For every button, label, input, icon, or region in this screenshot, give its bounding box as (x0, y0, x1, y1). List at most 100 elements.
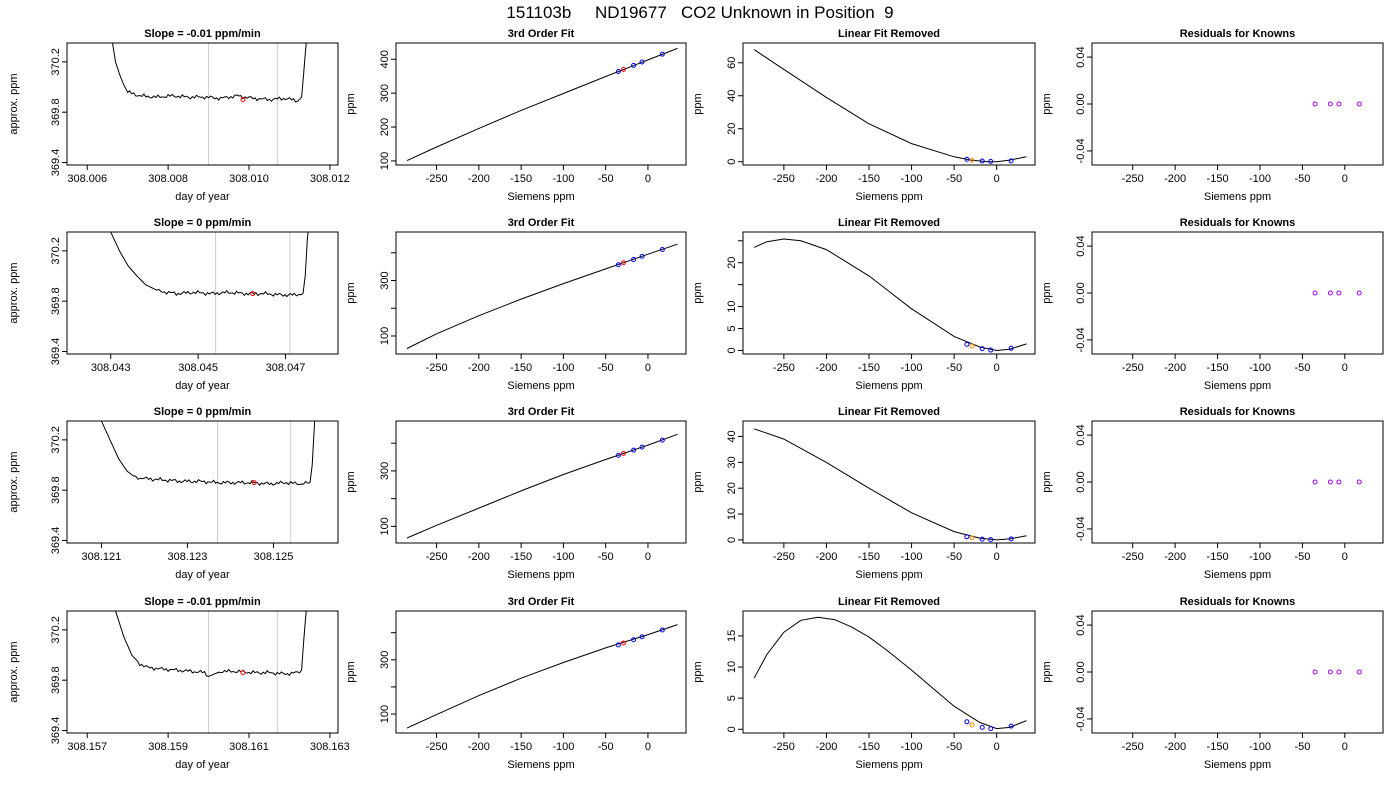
x-tick-label: -50 (946, 551, 962, 563)
known-point (659, 246, 665, 252)
x-tick-label: -150 (858, 362, 880, 374)
x-tick-label: 0 (645, 362, 651, 374)
y-tick-label: 0.00 (1075, 93, 1087, 114)
x-tick-label: 0 (1342, 741, 1348, 753)
x-axis-label: Siemens ppm (507, 380, 574, 392)
x-tick-label: -250 (426, 741, 448, 753)
series-line (406, 243, 678, 349)
residual-point (1312, 290, 1318, 296)
x-tick-label: -200 (815, 741, 837, 753)
y-tick-label: 40 (726, 90, 738, 102)
known-point (659, 437, 665, 443)
chart-title: 3rd Order Fit (508, 28, 575, 40)
residual-point (1356, 101, 1362, 107)
y-axis-label: ppm (345, 93, 357, 114)
known-point (988, 158, 994, 164)
x-tick-label: -200 (468, 551, 490, 563)
x-tick-label: -100 (552, 741, 574, 753)
x-tick-label: -200 (815, 362, 837, 374)
y-tick-label: 100 (379, 705, 391, 723)
series-line (406, 624, 678, 729)
x-tick-label: 308.163 (310, 741, 350, 753)
x-axis-label: Siemens ppm (507, 569, 574, 581)
x-axis-label: Siemens ppm (507, 191, 574, 203)
plot-frame (742, 231, 1036, 355)
y-tick-label: 5 (726, 695, 738, 701)
known-point (964, 341, 970, 347)
series-line (753, 49, 1027, 163)
x-tick-label: -50 (598, 362, 614, 374)
series-line (406, 433, 678, 539)
x-tick-label: -100 (552, 551, 574, 563)
x-tick-label: -150 (510, 362, 532, 374)
plot-frame (395, 420, 687, 544)
x-tick-label: -150 (1207, 551, 1229, 563)
known-point (988, 537, 994, 543)
plot-frame (742, 420, 1036, 544)
chart-title: Residuals for Knowns (1180, 28, 1296, 40)
x-tick-label: -250 (773, 362, 795, 374)
plot-area (406, 433, 678, 539)
x-tick-label: 308.161 (229, 741, 269, 753)
x-tick-label: -150 (1207, 741, 1229, 753)
residual-point (1356, 669, 1362, 675)
x-tick-label: 0 (994, 173, 1000, 185)
x-tick-label: 308.010 (229, 173, 269, 185)
y-axis-label: ppm (692, 282, 704, 303)
known-point (631, 637, 637, 643)
plot-area (114, 611, 307, 677)
known-point (979, 346, 985, 352)
series-line (753, 616, 1027, 730)
x-tick-label: 0 (645, 551, 651, 563)
y-tick-label: 370.2 (50, 237, 62, 265)
chart-title: Linear Fit Removed (838, 28, 940, 40)
x-tick-label: -50 (598, 173, 614, 185)
plot-frame (1091, 420, 1384, 544)
x-tick-label: -200 (1164, 173, 1186, 185)
plot-area (1312, 101, 1362, 107)
y-axis-label: approx. ppm (8, 641, 20, 702)
y-tick-label: 300 (379, 651, 391, 669)
x-tick-label: -150 (510, 551, 532, 563)
y-tick-label: 0.00 (1075, 661, 1087, 682)
y-axis-label: ppm (692, 471, 704, 492)
y-tick-label: 370.2 (50, 48, 62, 76)
chart-title: Residuals for Knowns (1180, 596, 1296, 608)
unknown-point-marker (250, 291, 256, 297)
chart-title: Slope = 0 ppm/min (154, 217, 252, 229)
x-tick-label: -200 (815, 173, 837, 185)
chart-panel-residuals: Residuals for Knowns -250 -200 -150 -100 -50 0… (1041, 217, 1384, 392)
residual-point (1356, 479, 1362, 485)
x-tick-label: -50 (1294, 362, 1310, 374)
known-point (979, 158, 985, 164)
plot-area (406, 47, 678, 162)
chart-title: 3rd Order Fit (508, 596, 575, 608)
plot-frame (66, 610, 339, 734)
x-tick-label: -50 (1294, 551, 1310, 563)
x-tick-label: -250 (1122, 741, 1144, 753)
y-tick-label: 369.8 (50, 287, 62, 315)
y-tick-label: 20 (726, 257, 738, 269)
residual-point (1327, 290, 1333, 296)
chart-title: Linear Fit Removed (838, 596, 940, 608)
chart-title: Linear Fit Removed (838, 406, 940, 418)
x-tick-label: -100 (552, 173, 574, 185)
y-axis-label: approx. ppm (8, 73, 20, 134)
plot-area (406, 624, 678, 729)
x-axis-label: Siemens ppm (855, 569, 922, 581)
residual-point (1327, 479, 1333, 485)
unknown-point-marker (240, 97, 246, 103)
unknown-point (620, 640, 626, 646)
y-tick-label: 369.4 (50, 338, 62, 366)
y-tick-label: -0.04 (1075, 138, 1087, 163)
x-tick-label: -250 (426, 173, 448, 185)
y-tick-label: 40 (726, 430, 738, 442)
unknown-point (620, 66, 626, 72)
y-tick-label: 20 (726, 482, 738, 494)
y-tick-label: 100 (379, 517, 391, 535)
x-tick-label: -200 (1164, 362, 1186, 374)
x-tick-label: -50 (946, 741, 962, 753)
x-tick-label: -150 (510, 741, 532, 753)
x-tick-label: -200 (1164, 741, 1186, 753)
